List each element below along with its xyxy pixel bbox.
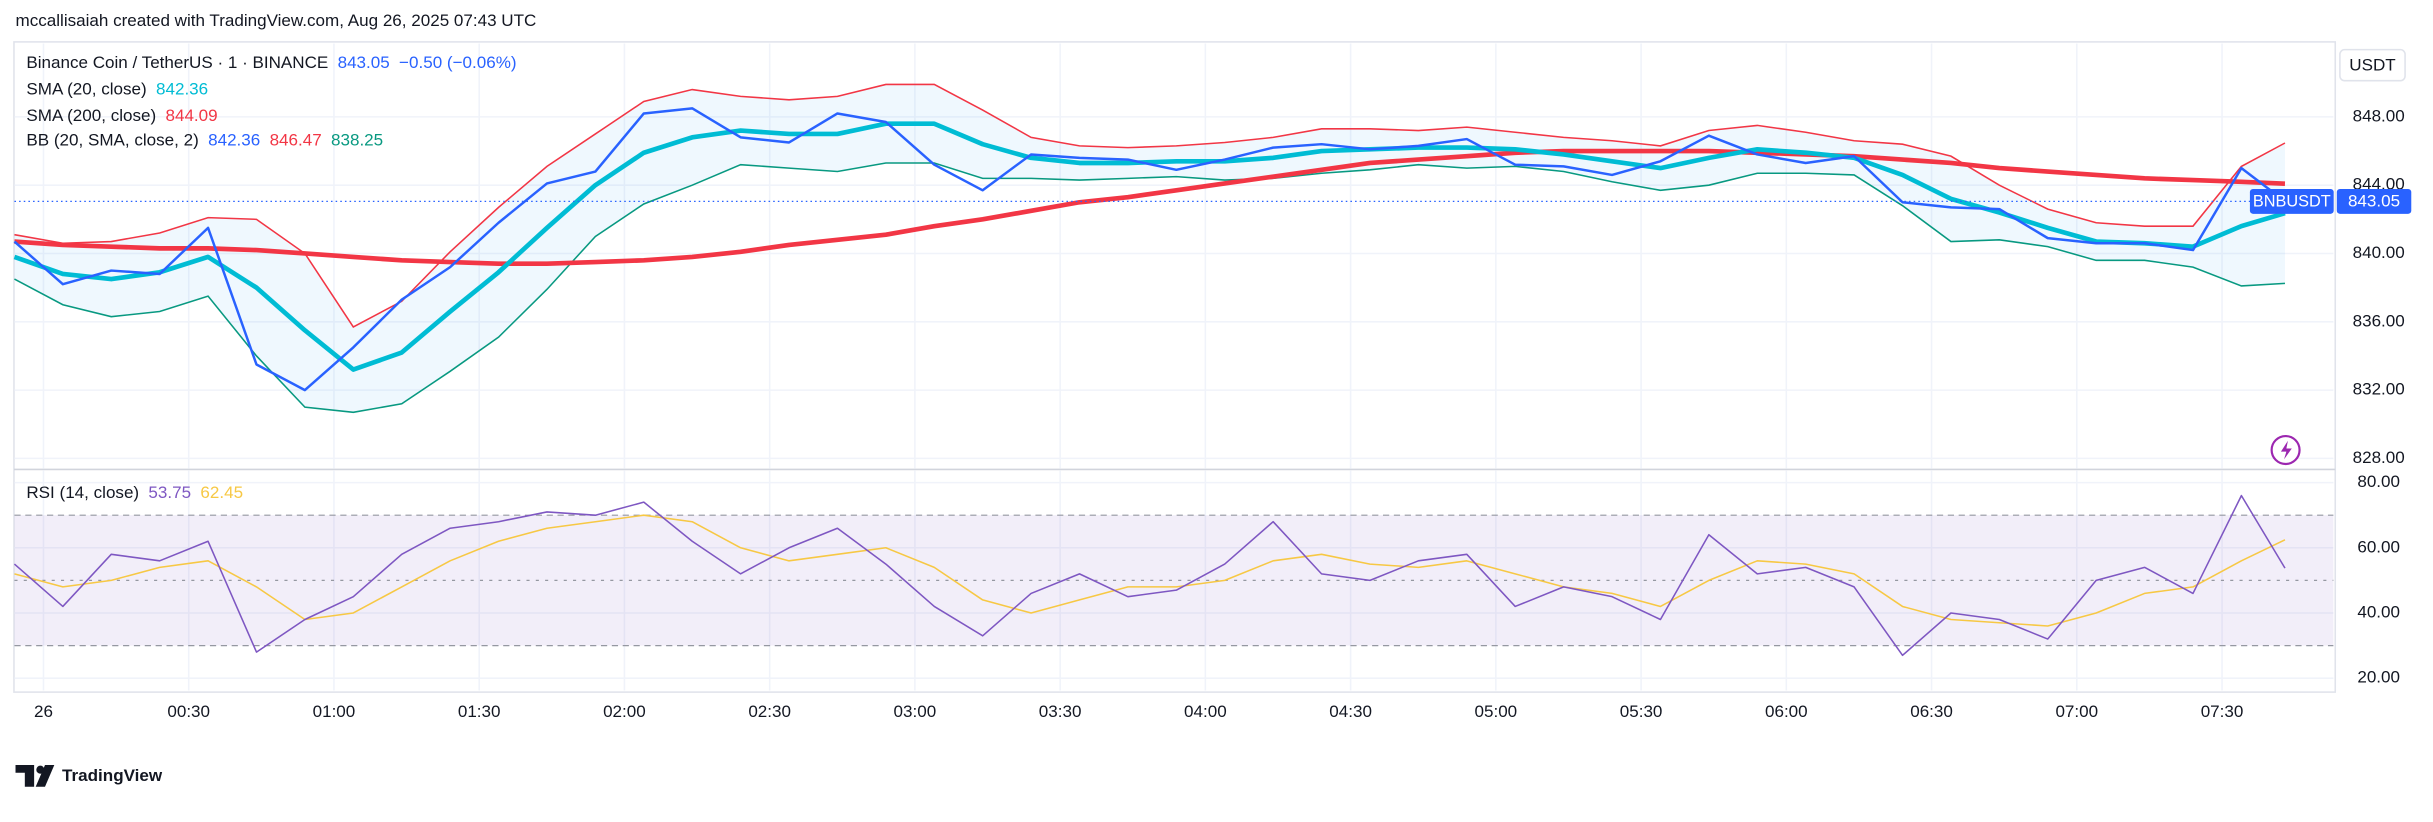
legend-value: 53.75 bbox=[148, 483, 191, 502]
legend-value: 844.09 bbox=[165, 106, 217, 125]
y-tick-label: 840.00 bbox=[2353, 243, 2405, 262]
x-tick-label: 07:30 bbox=[2201, 702, 2244, 721]
legend-name: SMA (200, close) bbox=[26, 106, 156, 125]
y-tick-label: 828.00 bbox=[2353, 448, 2405, 467]
x-tick-label: 26 bbox=[34, 702, 53, 721]
bb-lower bbox=[14, 162, 2286, 414]
legend-value: 62.45 bbox=[200, 483, 243, 502]
plot-frame bbox=[13, 41, 2337, 693]
attribution: mccallisaiah created with TradingView.co… bbox=[16, 11, 537, 30]
x-tick-label: 06:00 bbox=[1765, 702, 1808, 721]
legend-value: −0.50 (−0.06%) bbox=[399, 53, 517, 72]
x-tick-label: 06:30 bbox=[1910, 702, 1953, 721]
x-tick-label: 07:00 bbox=[2055, 702, 2098, 721]
x-tick-label: 02:30 bbox=[748, 702, 791, 721]
legend-value: 843.05 bbox=[338, 53, 390, 72]
legend-value: 842.36 bbox=[208, 131, 260, 150]
bb-fill bbox=[14, 84, 2285, 413]
alert-icon[interactable] bbox=[2270, 434, 2301, 466]
x-tick-label: 04:30 bbox=[1329, 702, 1372, 721]
price-tag: 843.05 bbox=[2348, 192, 2400, 211]
legend-name: SMA (20, close) bbox=[26, 80, 146, 99]
y-tick-label: 40.00 bbox=[2357, 602, 2400, 621]
series-line bbox=[14, 148, 2286, 267]
brand-text: TradingView bbox=[62, 766, 163, 785]
y-tick-label: 80.00 bbox=[2357, 472, 2400, 491]
x-tick-label: 01:00 bbox=[313, 702, 356, 721]
legend-name: BB (20, SMA, close, 2) bbox=[26, 131, 198, 150]
series-line bbox=[14, 514, 2286, 627]
x-tick-label: 02:00 bbox=[603, 702, 646, 721]
x-tick-label: 05:30 bbox=[1620, 702, 1663, 721]
y-tick-label: 60.00 bbox=[2357, 537, 2400, 556]
unit-box[interactable] bbox=[2339, 48, 2406, 82]
series-line bbox=[13, 494, 2286, 657]
series-line bbox=[13, 121, 2286, 372]
x-tick-label: 05:00 bbox=[1475, 702, 1518, 721]
legend-value: 838.25 bbox=[331, 131, 383, 150]
series-line bbox=[13, 107, 2286, 392]
legend-value: 846.47 bbox=[270, 131, 322, 150]
y-tick-label: 20.00 bbox=[2357, 668, 2400, 687]
alert-bolt bbox=[2280, 440, 2292, 460]
y-tick-label: 832.00 bbox=[2353, 380, 2405, 399]
legend-name: Binance Coin / TetherUS · 1 · BINANCE bbox=[26, 53, 328, 72]
brand-logo[interactable]: TradingView bbox=[15, 765, 163, 787]
bb-upper bbox=[14, 83, 2286, 328]
x-tick-label: 04:00 bbox=[1184, 702, 1227, 721]
symbol-tag-box bbox=[2249, 188, 2334, 214]
x-tick-label: 00:30 bbox=[167, 702, 210, 721]
x-tick-label: 03:30 bbox=[1039, 702, 1082, 721]
legend-name: RSI (14, close) bbox=[26, 483, 139, 502]
logo-mark bbox=[15, 765, 35, 787]
series-layer bbox=[13, 83, 2286, 657]
grid-layer bbox=[14, 43, 2334, 691]
legend-value: 842.36 bbox=[156, 80, 208, 99]
y-tick-label: 836.00 bbox=[2353, 311, 2405, 330]
symbol-tag: BNBUSDT bbox=[2253, 192, 2331, 210]
y-tick-label: 848.00 bbox=[2353, 106, 2405, 125]
x-tick-label: 01:30 bbox=[458, 702, 501, 721]
logo-mark bbox=[35, 765, 55, 787]
price-tag-box bbox=[2336, 188, 2412, 214]
unit-label: USDT bbox=[2349, 55, 2396, 74]
x-tick-label: 03:00 bbox=[894, 702, 937, 721]
y-tick-label: 844.00 bbox=[2353, 175, 2405, 194]
level-band bbox=[14, 515, 2334, 646]
